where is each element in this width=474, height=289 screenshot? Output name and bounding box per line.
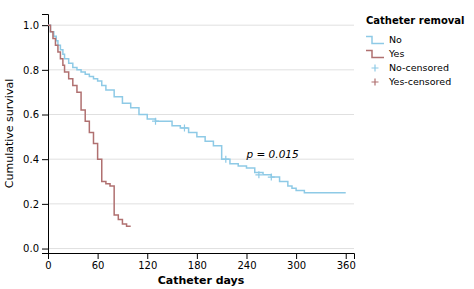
legend-item: Yes-censored: [372, 76, 452, 87]
legend-item: No: [366, 34, 402, 45]
censor-mark: [255, 171, 262, 178]
annotation: p = 0.015: [245, 148, 299, 160]
tick-mark: [197, 253, 198, 259]
legend-label: Yes: [388, 48, 404, 59]
tick-label: 360: [337, 260, 356, 271]
tick: 0.6: [23, 109, 48, 120]
survival-curve: [48, 25, 131, 226]
y-axis-title: Cumulative survival: [3, 79, 16, 188]
legend-label: No-censored: [389, 62, 449, 73]
tick: 360: [337, 253, 356, 271]
tick: 180: [188, 253, 207, 271]
tick-mark: [147, 253, 148, 259]
tick: 1.0: [23, 20, 48, 31]
tick-mark: [246, 253, 247, 259]
tick-mark: [42, 115, 48, 116]
x-axis-title: Catheter days: [158, 274, 245, 287]
legend-title: Catheter removal: [366, 15, 464, 26]
legend-swatch: [372, 79, 379, 86]
tick: 60: [92, 253, 105, 271]
tick-label: 300: [287, 260, 306, 271]
survival-curve: [48, 25, 346, 193]
tick: 120: [138, 253, 157, 271]
tick: 0: [45, 253, 51, 271]
grid-line: [48, 248, 354, 249]
y-axis: 0.0 0.2 0.4 0.6 0.8 1.0: [23, 15, 48, 255]
tick-mark: [42, 70, 48, 71]
tick-mark: [346, 253, 347, 259]
legend-label: No: [389, 34, 402, 45]
tick-mark: [42, 204, 48, 205]
tick-mark: [296, 253, 297, 259]
tick-label: 240: [237, 260, 256, 271]
legend-swatch: [366, 51, 384, 58]
tick-label: 120: [138, 260, 157, 271]
y-axis-line: [42, 15, 49, 254]
x-axis-line: [49, 254, 355, 260]
tick: 300: [287, 253, 306, 271]
legend-swatch: [366, 37, 384, 44]
grid-line: [48, 203, 354, 204]
tick-label: 0: [45, 260, 51, 271]
tick: 0.0: [23, 243, 48, 254]
legend-label: Yes-censored: [388, 76, 451, 87]
grid-line: [48, 25, 354, 26]
tick-label: 0.8: [23, 65, 39, 76]
x-axis: 0 60 120 180 240 300 360: [45, 253, 355, 271]
censor-mark: [268, 174, 275, 181]
legend: Catheter removal No Yes No-censored Yes-cens…: [366, 15, 464, 87]
censor-mark: [152, 118, 159, 125]
tick-label: 1.0: [23, 20, 39, 31]
grid-line: [48, 69, 354, 70]
legend-swatch: [372, 65, 379, 72]
tick-label: 0.2: [23, 199, 39, 210]
tick-label: 0.0: [23, 243, 39, 254]
legend-item: No-censored: [372, 62, 449, 73]
grid-line: [48, 114, 354, 115]
tick-mark: [42, 25, 48, 26]
tick: 0.8: [23, 65, 48, 76]
chart: 0 60 120 180 240 300 360 0.0 0.2 0.4 0.6 0.8 1.0 Cath…: [0, 0, 474, 289]
censor-mark: [222, 156, 229, 163]
tick-mark: [42, 159, 48, 160]
censor-mark: [181, 124, 188, 131]
plot-area: [48, 25, 346, 226]
tick: 0.4: [23, 154, 48, 165]
tick-mark: [42, 249, 48, 250]
grid: [48, 25, 354, 248]
legend-item: Yes: [366, 48, 404, 59]
tick: 240: [237, 253, 256, 271]
tick-mark: [98, 253, 99, 259]
tick-label: 0.4: [23, 154, 39, 165]
tick: 0.2: [23, 199, 48, 210]
tick-label: 0.6: [23, 109, 39, 120]
tick-label: 60: [92, 260, 105, 271]
grid-line: [48, 159, 354, 160]
tick-label: 180: [188, 260, 207, 271]
